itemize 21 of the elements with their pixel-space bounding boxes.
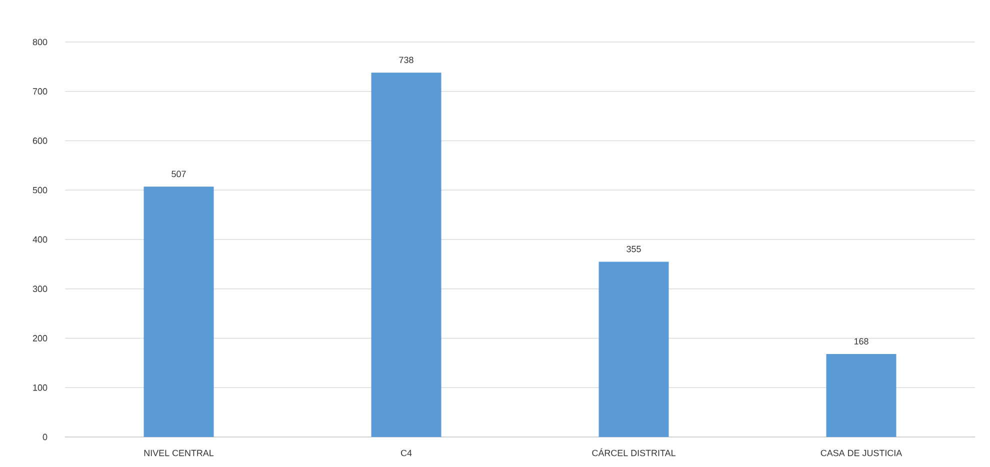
y-tick-label: 0: [42, 434, 48, 440]
x-tick-label: C4: [400, 450, 412, 456]
y-tick-label: 600: [32, 138, 48, 144]
y-tick-label: 100: [33, 384, 48, 391]
bar: [826, 354, 896, 437]
y-tick-label: 200: [32, 335, 48, 342]
x-tick-label: NIVEL CENTRAL: [144, 450, 214, 456]
y-tick-label: 300: [32, 286, 48, 292]
data-label: 355: [626, 246, 641, 252]
x-tick-label: CÁRCEL DISTRITAL: [592, 448, 676, 456]
data-label: 738: [399, 56, 414, 64]
y-tick-label: 400: [32, 236, 48, 243]
data-label: 168: [854, 338, 868, 345]
data-label: 507: [172, 170, 186, 178]
bar: [371, 72, 442, 437]
y-tick-label: 500: [32, 186, 48, 194]
y-tick-label: 800: [32, 38, 48, 46]
bar: [144, 186, 214, 437]
y-tick-label: 700: [32, 88, 48, 95]
bar: [598, 262, 669, 437]
x-tick-label: CASA DE JUSTICIA: [820, 450, 902, 456]
